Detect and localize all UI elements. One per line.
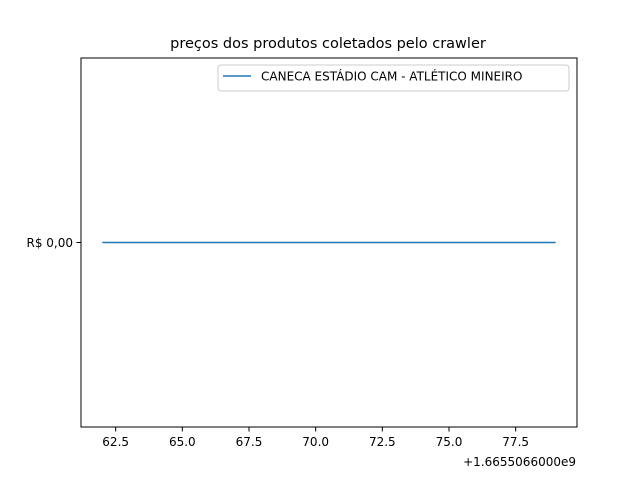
x-tick-label: 67.5 (236, 435, 263, 449)
legend-box (217, 64, 570, 92)
chart-title: preços dos produtos coletados pelo crawl… (170, 36, 486, 52)
x-tick-label: 65.0 (169, 435, 196, 449)
x-tick-label: 72.5 (369, 435, 396, 449)
x-axis-offset-label: +1.6655066000e9 (463, 455, 576, 469)
x-tick-label: 75.0 (436, 435, 463, 449)
y-axis: R$ 0,00 (26, 236, 81, 250)
legend: CANECA ESTÁDIO CAM - ATLÉTICO MINEIRO (217, 64, 570, 92)
x-tick-label: 77.5 (502, 435, 529, 449)
legend-label-0: CANECA ESTÁDIO CAM - ATLÉTICO MINEIRO (261, 69, 522, 84)
x-tick-label: 62.5 (102, 435, 129, 449)
x-axis: 62.5 65.0 67.5 70.0 72.5 75.0 77.5 (102, 427, 529, 449)
x-tick-label: 70.0 (302, 435, 329, 449)
y-tick-label: R$ 0,00 (26, 236, 73, 250)
